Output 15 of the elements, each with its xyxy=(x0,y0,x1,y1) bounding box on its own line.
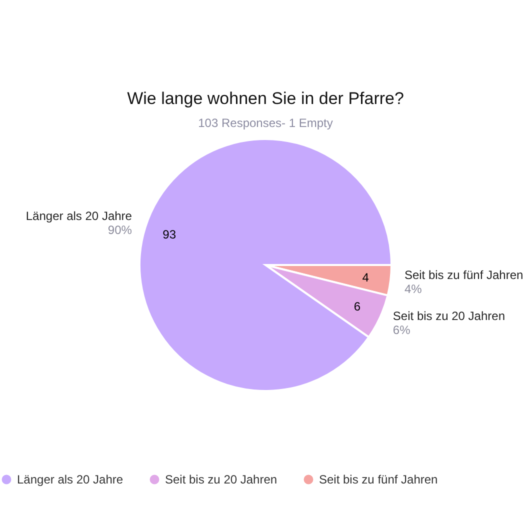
legend-label: Länger als 20 Jahre xyxy=(17,472,124,487)
chart-subtitle: 103 Responses- 1 Empty xyxy=(198,116,333,130)
legend-label: Seit bis zu 20 Jahren xyxy=(165,472,278,487)
pie-slice xyxy=(138,138,392,392)
text: 4% xyxy=(404,282,422,296)
data-label: 4 xyxy=(362,270,370,284)
legend-label: Seit bis zu fünf Jahren xyxy=(319,472,438,487)
chart-title: Wie lange wohnen Sie in der Pfarre? xyxy=(127,89,404,108)
data-label: 6 xyxy=(354,300,361,314)
text: 90% xyxy=(108,222,132,237)
slice-label: Seit bis zu 20 Jahren xyxy=(392,308,506,323)
data-label: 93 xyxy=(162,228,176,242)
slice-label: Länger als 20 Jahre xyxy=(26,208,132,223)
slice-label: Seit bis zu fünf Jahren xyxy=(404,268,524,282)
text: 6% xyxy=(392,322,411,337)
